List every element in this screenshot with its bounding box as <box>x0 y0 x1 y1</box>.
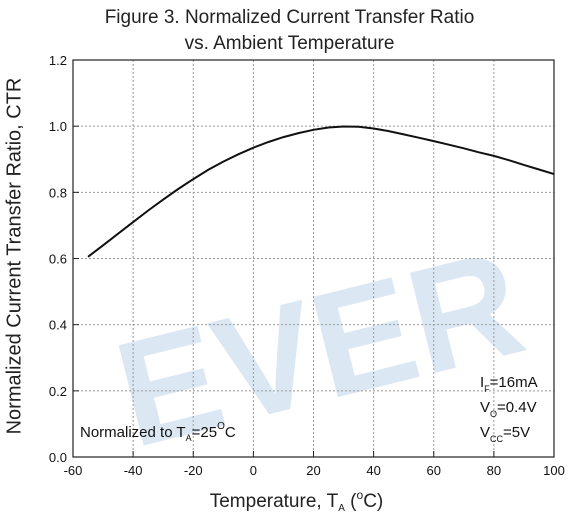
x-axis-label: Temperature, TA (oC) <box>0 488 571 514</box>
annotation-vo-main: V <box>480 399 490 416</box>
y-tick-label: 0.2 <box>49 384 67 399</box>
x-tick-label: -60 <box>64 463 83 478</box>
x-tick-label: -20 <box>184 463 203 478</box>
x-axis-label-open: ( <box>344 491 357 512</box>
y-tick-label: 1.0 <box>49 119 67 134</box>
annotation-vcc: VCC=5V <box>480 424 530 444</box>
y-tick-label: 0.8 <box>49 185 67 200</box>
annotation-vcc-main: V <box>480 424 490 441</box>
y-tick-label: 1.2 <box>49 53 67 68</box>
annotation-normalized-unit: C <box>225 424 236 441</box>
chart-title-line1: Figure 3. Normalized Current Transfer Ra… <box>104 7 475 28</box>
annotation-if-main: I <box>480 374 484 391</box>
chart-title-line2: vs. Ambient Temperature <box>184 33 395 54</box>
annotation-vcc-sub: CC <box>490 434 503 444</box>
ctr-curve-line <box>87 125 555 258</box>
x-tick-labels: -60 -40 -20 0 20 40 60 80 100 <box>64 451 565 478</box>
x-tick-label: 60 <box>427 463 441 478</box>
y-tick-label: 0.0 <box>49 450 67 465</box>
annotation-if-value: =16mA <box>490 374 538 391</box>
annotation-if-sub: F <box>484 384 490 394</box>
x-tick-label: 20 <box>306 463 320 478</box>
x-axis-label-prefix: Temperature, T <box>209 491 339 512</box>
x-tick-label: 0 <box>250 463 257 478</box>
x-tick-label: -40 <box>124 463 143 478</box>
annotation-normalized-prefix: Normalized to T <box>80 424 186 441</box>
y-tick-label: 0.4 <box>49 318 67 333</box>
grid-layer <box>73 60 554 457</box>
y-tick-labels: 0.0 0.2 0.4 0.6 0.8 1.0 1.2 <box>49 53 79 465</box>
annotation-if: IF=16mA <box>480 374 538 394</box>
x-axis-label-unit: C) <box>363 491 384 512</box>
annotation-vo: VO=0.4V <box>480 399 537 419</box>
annotation-normalized-sub: A <box>186 433 192 443</box>
annotation-normalized-eq: =25 <box>192 424 217 441</box>
annotation-normalized: Normalized to TA=25OC <box>80 421 236 443</box>
x-tick-label: 40 <box>366 463 380 478</box>
annotation-normalized-deg: O <box>217 421 225 432</box>
x-axis-label-sub: A <box>338 503 345 514</box>
x-tick-label: 80 <box>487 463 501 478</box>
y-tick-label: 0.6 <box>49 252 67 267</box>
annotation-vo-value: =0.4V <box>497 399 537 416</box>
x-tick-label: 100 <box>543 463 565 478</box>
annotation-vo-sub: O <box>490 409 497 419</box>
annotation-vcc-value: =5V <box>503 424 530 441</box>
x-axis-label-deg: o <box>356 488 364 502</box>
